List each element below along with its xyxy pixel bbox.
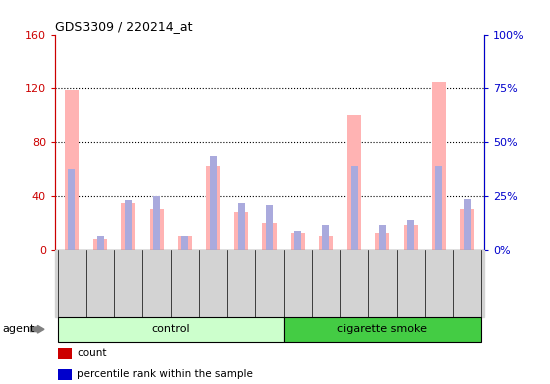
Bar (375, 233, 389, 250)
Bar (65, 90, 79, 250)
Bar (319, 236, 333, 250)
Bar (210, 156, 217, 250)
Bar (262, 223, 277, 250)
Bar (379, 225, 386, 250)
Bar (68, 169, 75, 250)
Bar (93, 239, 107, 250)
Text: agent: agent (3, 324, 35, 334)
Bar (347, 115, 361, 250)
Bar (464, 199, 471, 250)
Bar (435, 166, 442, 250)
Text: count: count (77, 348, 107, 358)
Bar (153, 196, 160, 250)
Bar (97, 236, 104, 250)
Bar (234, 212, 249, 250)
Bar (407, 220, 414, 250)
Text: GDS3309 / 220214_at: GDS3309 / 220214_at (55, 20, 192, 33)
Bar (150, 209, 164, 250)
Bar (322, 225, 329, 250)
Bar (125, 200, 132, 250)
Bar (351, 166, 358, 250)
Text: cigarette smoke: cigarette smoke (337, 324, 427, 334)
Bar (122, 203, 135, 250)
Bar (432, 82, 446, 250)
Bar (290, 233, 305, 250)
Bar (182, 236, 188, 250)
Bar (206, 166, 220, 250)
Bar (294, 231, 301, 250)
Text: percentile rank within the sample: percentile rank within the sample (77, 369, 253, 379)
Bar (178, 236, 192, 250)
Text: control: control (151, 324, 190, 334)
Bar (266, 205, 273, 250)
Bar (238, 203, 245, 250)
Bar (404, 225, 417, 250)
Bar (460, 209, 474, 250)
